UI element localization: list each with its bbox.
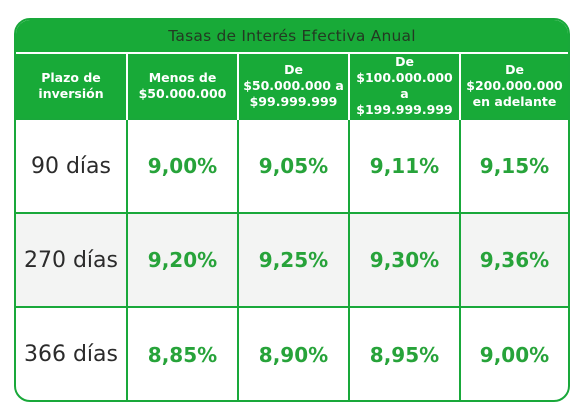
rate-cell: 9,00% — [460, 306, 568, 400]
header-row: Plazo de inversión Menos de $50.000.000 … — [16, 54, 568, 119]
term-cell: 366 días — [16, 306, 128, 400]
header-line: en adelante — [472, 94, 557, 109]
header-tier-50m-99m: De $50.000.000 a $99.999.999 — [238, 54, 350, 119]
header-line: $50.000.000 — [138, 86, 227, 101]
header-line: De — [395, 54, 414, 69]
rate-cell: 9,15% — [460, 118, 568, 213]
rate-cell: 9,00% — [127, 118, 239, 213]
rate-cell: 8,95% — [349, 306, 461, 400]
header-line: Plazo de — [41, 70, 101, 85]
header-term: Plazo de inversión — [16, 54, 128, 119]
rate-cell: 9,05% — [238, 118, 350, 213]
table-row: 90 días 9,00% 9,05% 9,11% 9,15% — [16, 118, 568, 213]
rate-cell: 9,20% — [127, 212, 239, 307]
header-line: inversión — [38, 86, 104, 101]
interest-rate-table: Plazo de inversión Menos de $50.000.000 … — [16, 54, 568, 400]
header-tier-under-50m: Menos de $50.000.000 — [127, 54, 239, 119]
header-tier-200m-plus: De $200.000.000 en adelante — [460, 54, 568, 119]
term-cell: 90 días — [16, 118, 128, 213]
rate-cell: 9,11% — [349, 118, 461, 213]
header-line: $50.000.000 a — [243, 78, 344, 93]
table-row: 366 días 8,85% 8,90% 8,95% 9,00% — [16, 306, 568, 400]
interest-rate-table-card: Tasas de Interés Efectiva Anual Plazo de… — [14, 18, 570, 402]
header-line: De — [505, 62, 524, 77]
header-line: De — [284, 62, 303, 77]
table-title-bar: Tasas de Interés Efectiva Anual — [16, 20, 568, 54]
rate-cell: 9,25% — [238, 212, 350, 307]
header-line: Menos de — [148, 70, 217, 85]
term-cell: 270 días — [16, 212, 128, 307]
table-row: 270 días 9,20% 9,25% 9,30% 9,36% — [16, 212, 568, 307]
header-tier-100m-199m: De $100.000.000 a $199.999.999 — [349, 54, 461, 119]
header-line: $99.999.999 — [249, 94, 338, 109]
rate-cell: 9,30% — [349, 212, 461, 307]
rate-cell: 9,36% — [460, 212, 568, 307]
header-line: $200.000.000 — [466, 78, 563, 93]
header-line: $100.000.000 — [356, 70, 453, 85]
rate-cell: 8,90% — [238, 306, 350, 400]
rate-cell: 8,85% — [127, 306, 239, 400]
table-title: Tasas de Interés Efectiva Anual — [168, 27, 416, 45]
header-line: a $199.999.999 — [356, 86, 453, 117]
